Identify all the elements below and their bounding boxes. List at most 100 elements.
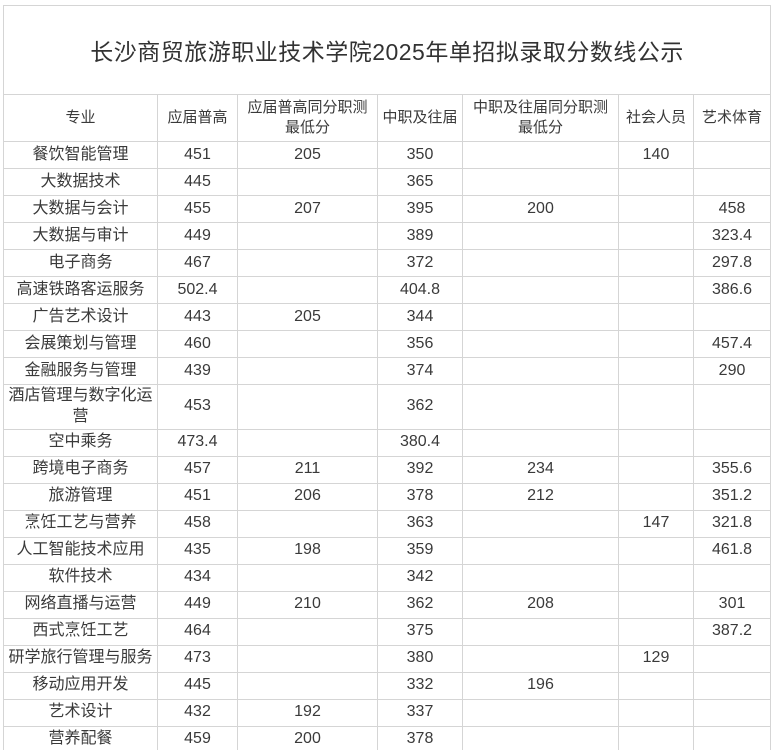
value-cell: 464 (157, 617, 238, 646)
value-cell: 362 (377, 590, 463, 619)
value-cell: 389 (377, 222, 463, 250)
value-cell (237, 384, 378, 430)
value-cell: 502.4 (157, 276, 238, 304)
major-cell: 研学旅行管理与服务 (3, 644, 158, 673)
value-cell (462, 509, 619, 538)
table-row: 艺术设计 432 192 337 (3, 698, 771, 727)
value-cell (237, 168, 378, 196)
value-cell (618, 455, 694, 484)
major-cell: 软件技术 (3, 563, 158, 592)
value-cell (237, 249, 378, 277)
value-cell: 140 (618, 141, 694, 169)
value-cell: 198 (237, 536, 378, 565)
value-cell (237, 222, 378, 250)
table-row: 跨境电子商务 457 211 392 234 355.6 (3, 455, 771, 484)
value-cell: 435 (157, 536, 238, 565)
table-row: 软件技术 434 342 (3, 563, 771, 592)
value-cell (237, 428, 378, 457)
table-row: 会展策划与管理 460 356 457.4 (3, 330, 771, 358)
value-cell (618, 249, 694, 277)
admission-score-table: 长沙商贸旅游职业技术学院2025年单招拟录取分数线公示 专业 应届普高 应届普高… (2, 5, 771, 750)
value-cell (618, 222, 694, 250)
value-cell (618, 428, 694, 457)
value-cell (692, 698, 771, 727)
major-cell: 餐饮智能管理 (3, 141, 158, 169)
table-row: 空中乘务 473.4 380.4 (3, 428, 771, 457)
value-cell (462, 168, 619, 196)
value-cell: 395 (377, 195, 463, 223)
value-cell: 439 (157, 357, 238, 385)
value-cell: 434 (157, 563, 238, 592)
value-cell (692, 141, 771, 169)
value-cell (618, 698, 694, 727)
major-cell: 会展策划与管理 (3, 330, 158, 358)
value-cell (618, 617, 694, 646)
value-cell (237, 644, 378, 673)
value-cell (462, 384, 619, 430)
value-cell: 362 (377, 384, 463, 430)
value-cell: 359 (377, 536, 463, 565)
table-row: 西式烹饪工艺 464 375 387.2 (3, 617, 771, 646)
value-cell (618, 671, 694, 700)
value-cell (692, 384, 771, 430)
value-cell: 432 (157, 698, 238, 727)
value-cell (462, 725, 619, 750)
value-cell: 344 (377, 303, 463, 331)
value-cell: 387.2 (692, 617, 771, 646)
value-cell (237, 509, 378, 538)
value-cell (692, 725, 771, 750)
table-header-row: 专业 应届普高 应届普高同分职测 最低分 中职及往届 中职及往届同分职测 最低分… (3, 94, 771, 142)
value-cell: 392 (377, 455, 463, 484)
value-cell: 445 (157, 168, 238, 196)
table-row: 高速铁路客运服务 502.4 404.8 386.6 (3, 276, 771, 304)
value-cell (692, 168, 771, 196)
value-cell (237, 357, 378, 385)
value-cell: 473 (157, 644, 238, 673)
value-cell (462, 563, 619, 592)
value-cell: 363 (377, 509, 463, 538)
column-header-major: 专业 (3, 94, 158, 142)
value-cell: 323.4 (692, 222, 771, 250)
table-row: 研学旅行管理与服务 473 380 129 (3, 644, 771, 673)
major-cell: 烹饪工艺与营养 (3, 509, 158, 538)
value-cell: 355.6 (692, 455, 771, 484)
column-header-art-sports: 艺术体育 (692, 94, 771, 142)
value-cell (692, 563, 771, 592)
value-cell: 378 (377, 725, 463, 750)
value-cell (462, 330, 619, 358)
major-cell: 西式烹饪工艺 (3, 617, 158, 646)
value-cell: 205 (237, 303, 378, 331)
value-cell: 301 (692, 590, 771, 619)
value-cell (618, 563, 694, 592)
major-cell: 大数据与会计 (3, 195, 158, 223)
table-row: 旅游管理 451 206 378 212 351.2 (3, 482, 771, 511)
table-row: 烹饪工艺与营养 458 363 147 321.8 (3, 509, 771, 538)
value-cell: 455 (157, 195, 238, 223)
major-cell: 人工智能技术应用 (3, 536, 158, 565)
value-cell: 378 (377, 482, 463, 511)
major-cell: 移动应用开发 (3, 671, 158, 700)
value-cell (618, 482, 694, 511)
column-header-regular-hs-min: 应届普高同分职测 最低分 (237, 94, 378, 142)
value-cell: 449 (157, 590, 238, 619)
value-cell (692, 303, 771, 331)
value-cell: 207 (237, 195, 378, 223)
value-cell: 449 (157, 222, 238, 250)
value-cell: 196 (462, 671, 619, 700)
value-cell (618, 330, 694, 358)
table-row: 金融服务与管理 439 374 290 (3, 357, 771, 385)
value-cell: 374 (377, 357, 463, 385)
value-cell: 457 (157, 455, 238, 484)
value-cell: 321.8 (692, 509, 771, 538)
major-cell: 网络直播与运营 (3, 590, 158, 619)
value-cell (462, 141, 619, 169)
table-row: 大数据技术 445 365 (3, 168, 771, 196)
value-cell (237, 617, 378, 646)
value-cell: 147 (618, 509, 694, 538)
value-cell: 212 (462, 482, 619, 511)
value-cell: 461.8 (692, 536, 771, 565)
value-cell: 200 (237, 725, 378, 750)
column-header-vocational-min: 中职及往届同分职测 最低分 (462, 94, 619, 142)
value-cell (462, 222, 619, 250)
value-cell (462, 357, 619, 385)
